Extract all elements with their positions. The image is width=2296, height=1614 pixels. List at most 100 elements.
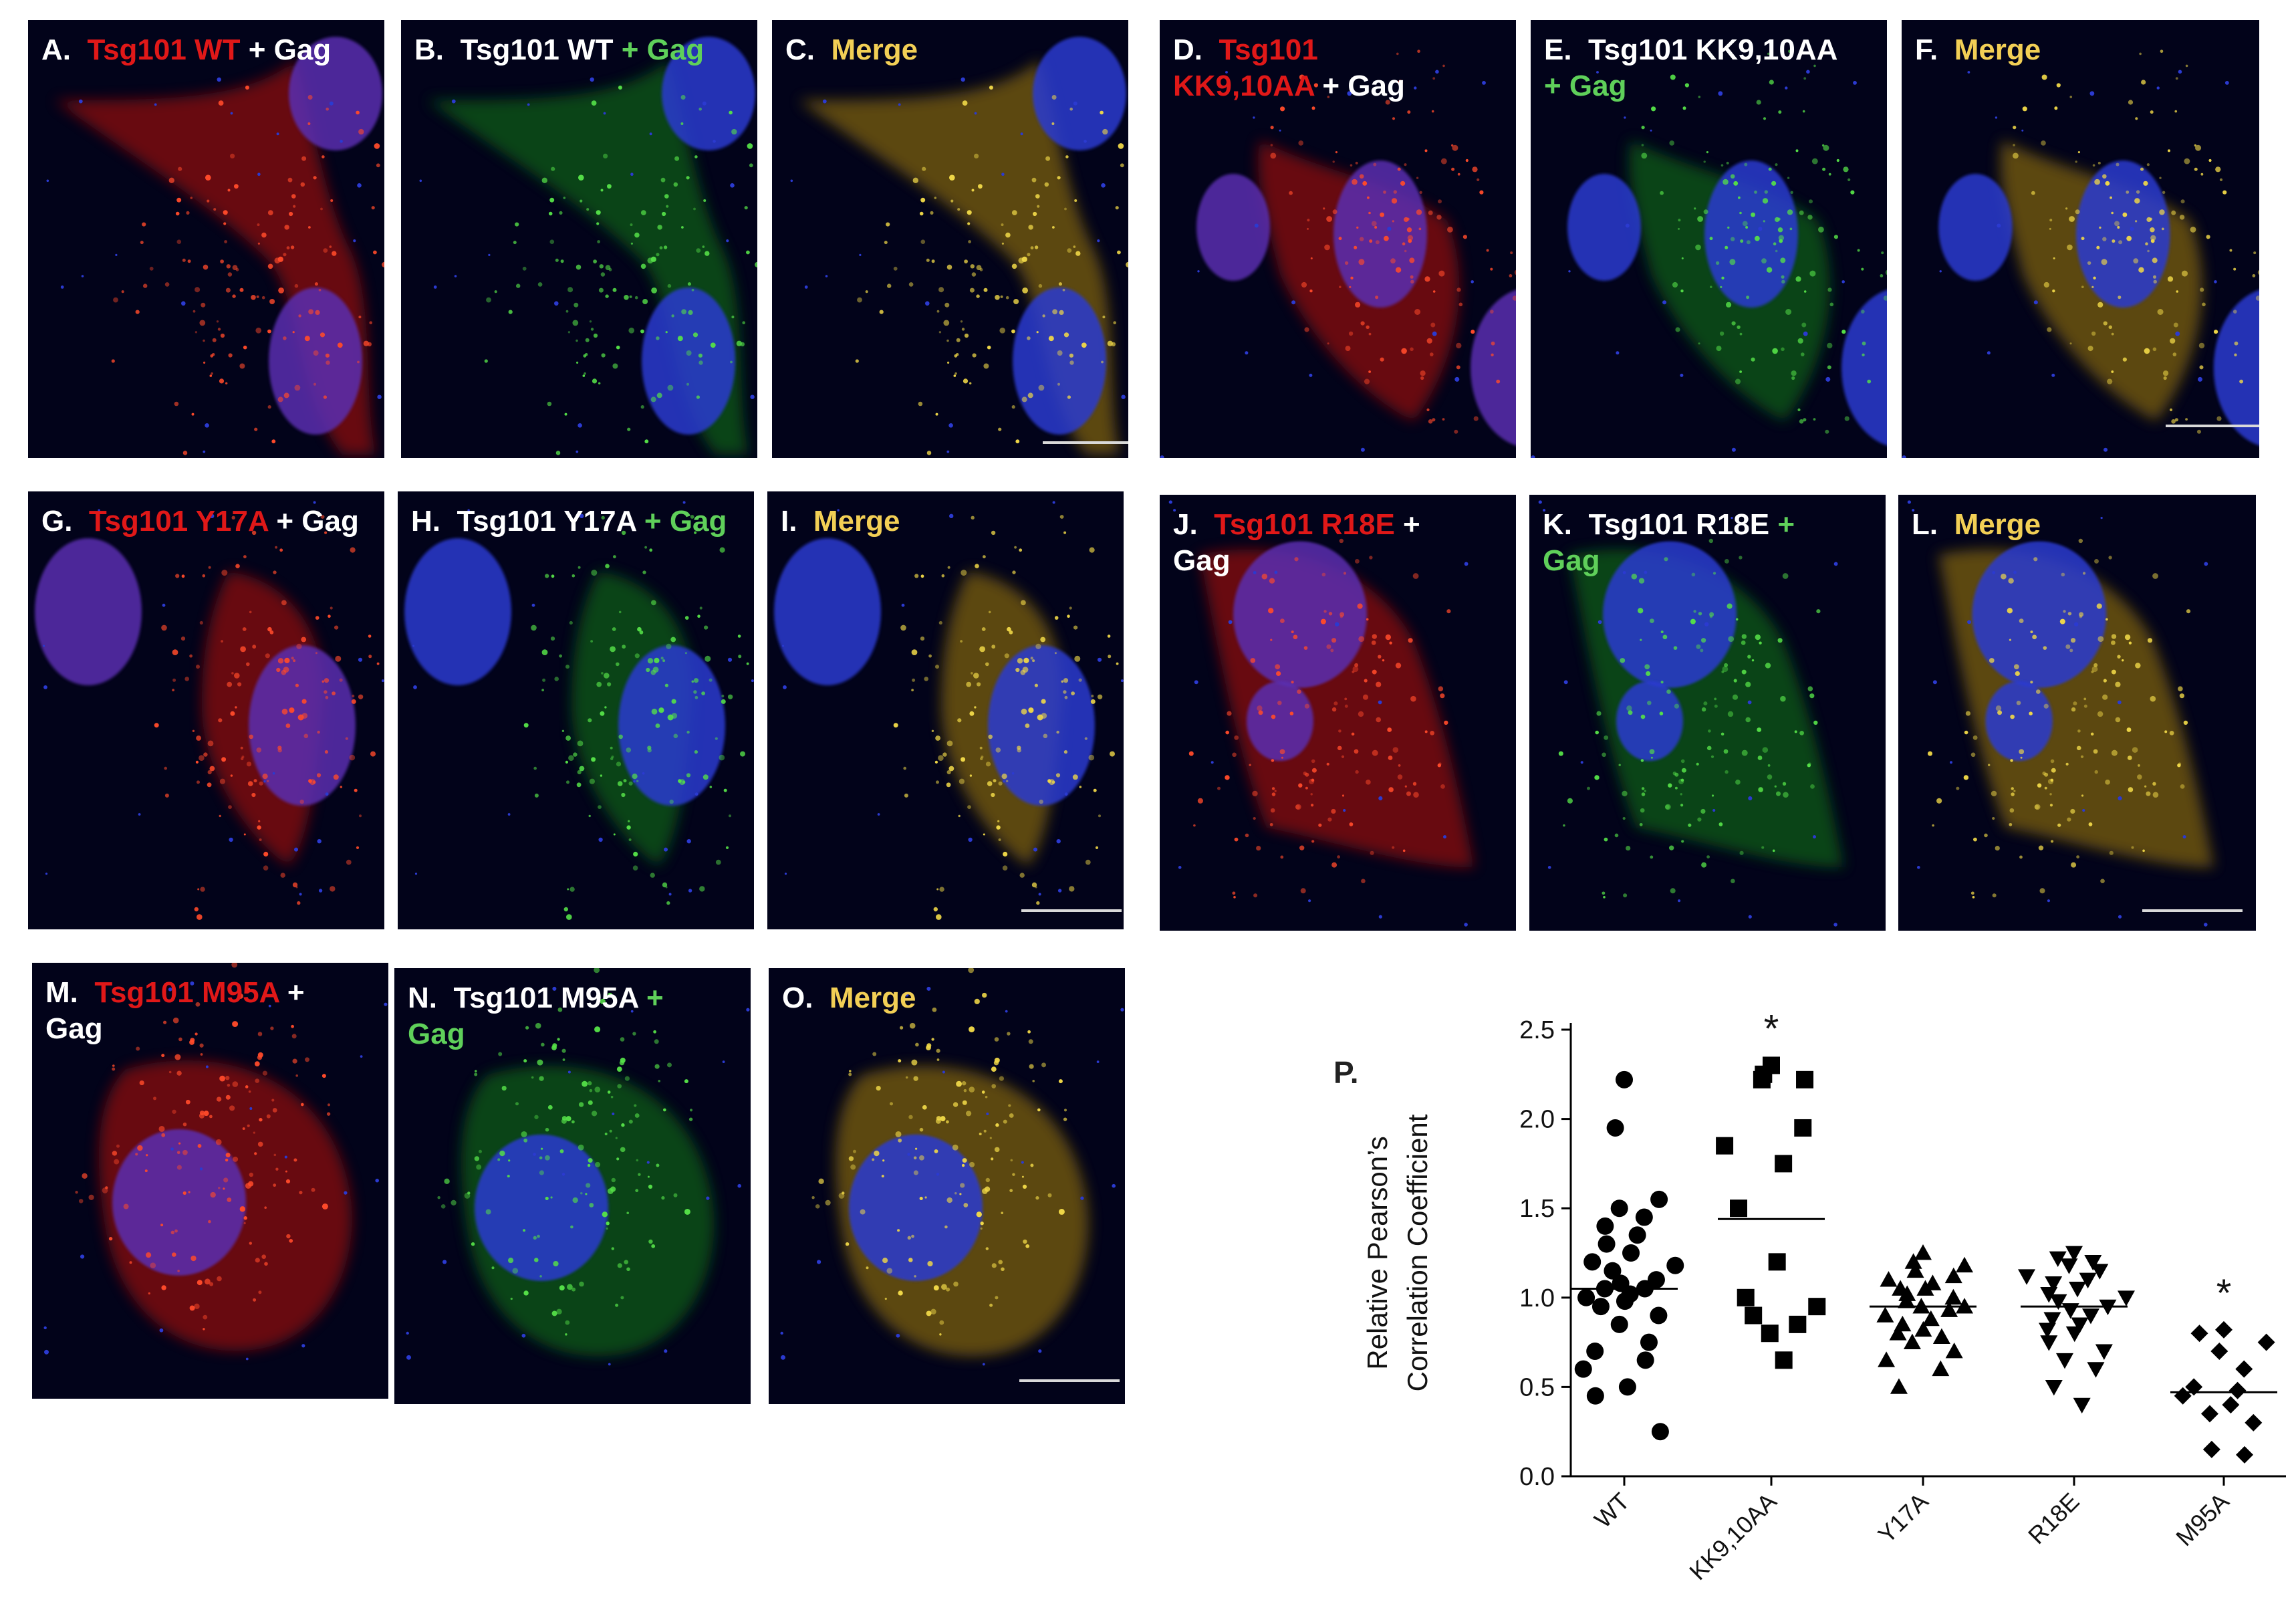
data-point [2040,1335,2058,1351]
data-point [2185,1378,2203,1396]
x-tick-label: KK9,10AA [1684,1488,1781,1585]
panel-label: M. Tsg101 M95A + Gag [45,975,305,1047]
micrograph-panel-k: K. Tsg101 R18E + Gag [1529,495,1886,931]
panel-caption-part: + Gag [613,33,705,66]
nucleus [1196,174,1270,281]
data-point [1596,1217,1614,1235]
data-point [1606,1119,1624,1137]
panel-letter: G. [41,505,73,538]
x-tick-label: R18E [2023,1488,2085,1550]
nucleus [642,287,735,435]
data-point [2043,1312,2061,1328]
panel-label: N. Tsg101 M95A + Gag [408,980,664,1052]
data-point [1914,1320,1932,1337]
data-point [1932,1328,1950,1344]
nucleus [849,1134,983,1281]
panel-caption-part: Gag [408,1018,465,1050]
data-point [1616,1292,1634,1310]
panel-label: B. Tsg101 WT + Gag [414,32,704,68]
data-point [1586,1342,1604,1360]
panel-letter: O. [782,982,813,1014]
panel-label: L. Merge [1912,507,2041,543]
fluorescence-image [1168,500,1474,927]
nucleus [1567,174,1641,281]
data-point [1944,1288,1962,1305]
y-axis-label: Correlation Coefficient [1402,1114,1433,1391]
data-point [1796,1070,1814,1088]
panel-caption-part: Merge [813,505,900,538]
panel-caption-part: Tsg101 Y17A [88,505,269,538]
micrograph-panel-g: G. Tsg101 Y17A + Gag [28,491,384,929]
micrograph-panel-j: J. Tsg101 R18E + Gag [1160,495,1516,931]
data-point [1922,1310,1940,1327]
panel-caption-part: Merge [1954,508,2041,541]
nucleus [1616,681,1683,762]
data-point [2049,1251,2067,1268]
data-point [1737,1288,1755,1306]
data-point [1794,1119,1812,1137]
micrograph-panel-f: F. Merge [1902,20,2259,458]
nucleus [249,645,356,806]
micrograph-panel-m: M. Tsg101 M95A + Gag [32,963,388,1399]
data-point [1916,1280,1934,1296]
nucleus [289,37,382,150]
data-point [1945,1342,1963,1359]
data-point [2210,1342,2228,1360]
nucleus [618,645,725,806]
data-point [1598,1235,1616,1253]
data-point [2087,1362,2105,1378]
panel-caption-part: Gag [1173,544,1231,577]
nucleus [774,538,881,685]
data-point [1761,1324,1779,1343]
data-point [1666,1256,1684,1274]
data-point [2081,1308,2099,1324]
panel-letter: M. [45,976,78,1009]
data-point [1903,1333,1921,1349]
panel-caption-part: Merge [829,982,916,1014]
data-point [1628,1226,1646,1244]
data-point [1604,1262,1622,1280]
panel-caption-part: + [279,976,305,1009]
data-point [1898,1292,1916,1308]
y-tick-label: 1.0 [1519,1284,1555,1312]
data-point [2049,1294,2067,1310]
fluorescence-image [790,37,1128,455]
data-point [1730,1199,1748,1218]
data-point [1878,1351,1896,1367]
data-point [2056,1353,2074,1369]
fluorescence-image [404,501,754,920]
panel-letter: A. [41,33,71,66]
data-point [1610,1315,1628,1333]
data-point [1586,1387,1604,1405]
panel-caption-part: + Gag [1544,70,1627,102]
cell-body [55,60,376,455]
panel-label: J. Tsg101 R18E + Gag [1173,507,1420,579]
data-point [1768,1253,1786,1271]
x-tick-label: WT [1589,1488,1635,1534]
data-point [1610,1199,1628,1218]
data-point [2045,1380,2063,1396]
panel-p-label: P. [1333,1055,1359,1090]
data-point [1789,1315,1807,1333]
micrograph-panel-b: B. Tsg101 WT + Gag [401,20,757,458]
data-point [1932,1360,1950,1377]
nucleus [475,1134,608,1281]
fluorescence-image [1531,49,1887,458]
fluorescence-image [43,963,388,1361]
data-point [2228,1381,2247,1399]
nucleus [1704,160,1798,308]
x-tick-label: Y17A [1872,1488,1933,1548]
data-point [2084,1254,2102,1271]
panel-label: F. Merge [1915,32,2041,68]
nucleus [662,37,755,150]
nucleus [1972,541,2107,688]
scale-bar [2166,425,2259,427]
data-point [1956,1256,1974,1273]
data-point [2065,1246,2083,1262]
scale-bar [2142,909,2243,912]
data-point [1583,1253,1602,1271]
data-point [1616,1070,1633,1088]
cell-body [799,60,1120,455]
data-point [2018,1269,2036,1285]
panel-label: O. Merge [782,980,916,1016]
